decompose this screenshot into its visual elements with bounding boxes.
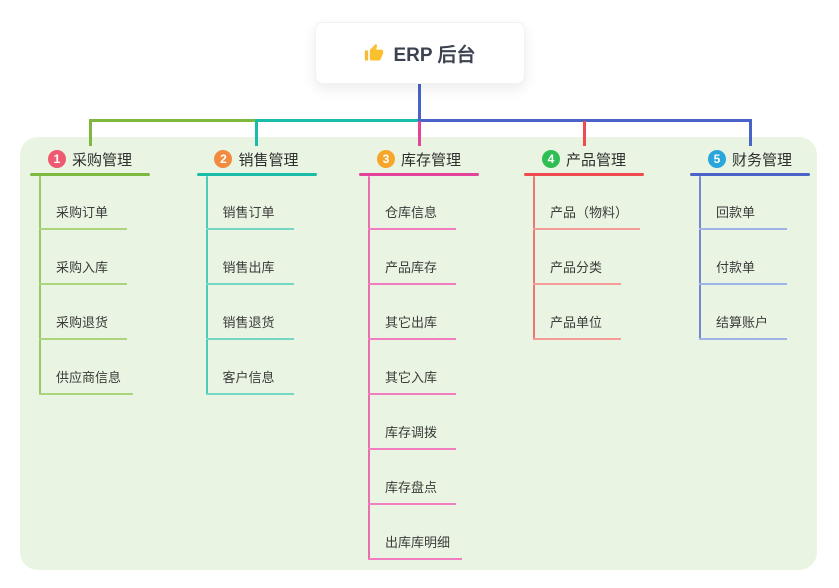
branch-1: 1 采购管理采购订单采购入库采购退货供应商信息 xyxy=(30,145,150,395)
branch-label: 销售管理 xyxy=(238,151,299,169)
branch-label: 财务管理 xyxy=(731,151,792,169)
child-node[interactable]: 产品分类 xyxy=(533,257,621,285)
thumbs-up-icon xyxy=(364,43,384,63)
branch-badge: 4 xyxy=(541,150,560,168)
tree-line xyxy=(205,176,208,395)
branch-node[interactable]: 1 采购管理 xyxy=(30,145,150,173)
child-node[interactable]: 采购订单 xyxy=(39,202,127,230)
child-node[interactable]: 回款单 xyxy=(699,202,787,230)
child-node[interactable]: 结算账户 xyxy=(699,312,787,340)
child-node[interactable]: 库存盘点 xyxy=(368,477,456,505)
drop-line-3 xyxy=(417,121,421,146)
branch-node[interactable]: 5 财务管理 xyxy=(690,145,810,173)
child-node[interactable]: 出库库明细 xyxy=(368,532,463,560)
branch-5: 5 财务管理回款单付款单结算账户 xyxy=(690,145,810,340)
branch-4: 4 产品管理产品（物料） 产品分类产品单位 xyxy=(524,145,644,340)
child-node[interactable]: 产品库存 xyxy=(368,257,456,285)
bus-segment-blue xyxy=(417,119,752,122)
drop-line-4 xyxy=(582,121,586,146)
branch-3: 3 库存管理仓库信息产品库存其它出库其它入库库存调拨库存盘点出库库明细 xyxy=(359,145,479,560)
branch-label: 库存管理 xyxy=(400,151,461,169)
tree-line xyxy=(39,176,41,395)
child-node[interactable]: 供应商信息 xyxy=(39,367,134,395)
child-node[interactable]: 其它出库 xyxy=(368,312,456,340)
branch-underline xyxy=(359,173,479,176)
tree-line xyxy=(699,176,701,340)
branch-badge: 5 xyxy=(707,150,726,168)
child-node[interactable]: 产品单位 xyxy=(533,312,621,340)
branch-badge: 2 xyxy=(214,150,233,168)
child-node[interactable]: 销售出库 xyxy=(205,257,294,285)
child-node[interactable]: 客户信息 xyxy=(205,367,294,395)
branch-label: 产品管理 xyxy=(565,151,626,169)
branch-node[interactable]: 4 产品管理 xyxy=(524,145,644,173)
child-node[interactable]: 销售退货 xyxy=(205,312,294,340)
branch-badge: 1 xyxy=(47,150,66,168)
branch-badge: 3 xyxy=(376,150,395,168)
root-title: ERP 后台 xyxy=(393,44,476,66)
branch-label: 采购管理 xyxy=(71,151,132,169)
drop-line-2 xyxy=(255,119,258,146)
root-node[interactable]: ERP 后台 xyxy=(315,22,525,84)
tree-line xyxy=(368,176,370,560)
child-node[interactable]: 采购退货 xyxy=(39,312,127,340)
branch-node[interactable]: 2 销售管理 xyxy=(197,145,317,173)
child-node[interactable]: 采购入库 xyxy=(39,257,127,285)
child-node[interactable]: 付款单 xyxy=(699,257,787,285)
bus-segment-green xyxy=(88,119,257,122)
root-connector xyxy=(417,82,421,122)
drop-line-1 xyxy=(88,119,92,146)
branch-2: 2 销售管理销售订单销售出库销售退货客户信息 xyxy=(196,145,317,395)
branch-underline xyxy=(524,173,644,176)
child-node[interactable]: 产品（物料） xyxy=(533,202,641,230)
child-node[interactable]: 仓库信息 xyxy=(368,202,456,230)
branch-node[interactable]: 3 库存管理 xyxy=(359,145,479,173)
child-node[interactable]: 销售订单 xyxy=(205,202,294,230)
branch-underline xyxy=(30,173,150,176)
branch-underline xyxy=(690,173,810,176)
drop-line-5 xyxy=(748,119,752,146)
child-node[interactable]: 库存调拨 xyxy=(368,422,456,450)
branch-underline xyxy=(196,173,317,176)
branch-panel xyxy=(20,137,817,570)
child-node[interactable]: 其它入库 xyxy=(368,367,456,395)
tree-line xyxy=(533,176,535,340)
bus-segment-teal xyxy=(255,119,421,122)
